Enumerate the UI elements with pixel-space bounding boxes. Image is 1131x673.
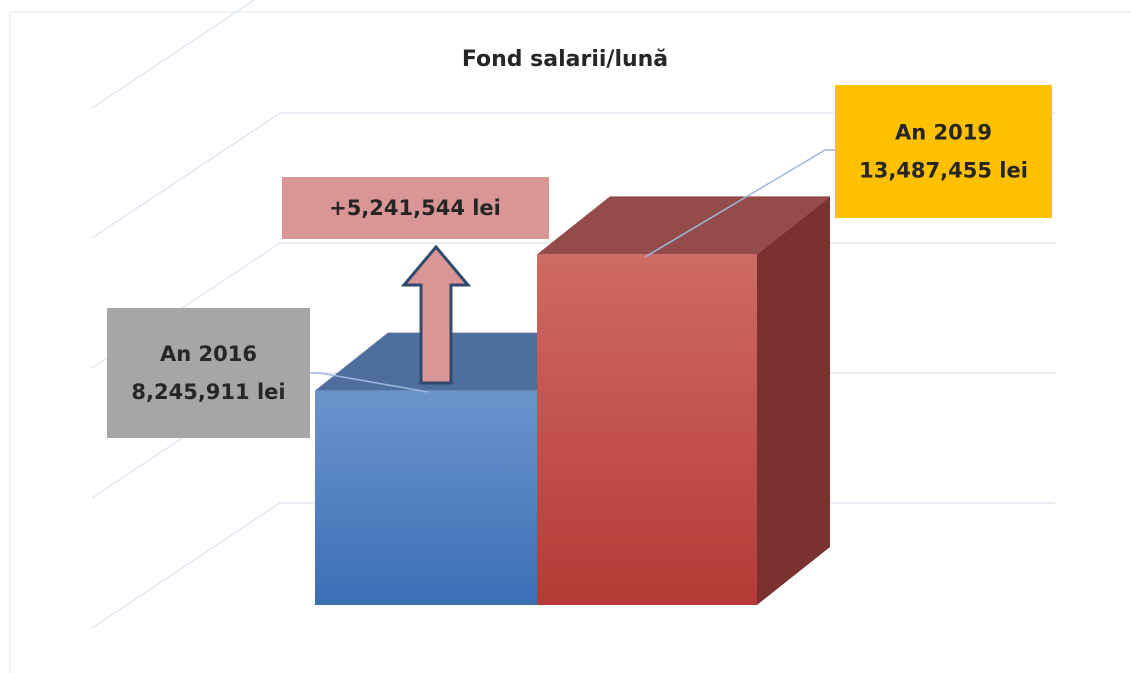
bar-top	[537, 196, 830, 255]
leader-line	[310, 372, 429, 393]
bar-side	[757, 196, 830, 605]
data-label-category: An 2016	[160, 342, 257, 366]
annotation-box	[282, 177, 549, 239]
data-label: 8,245,911 lei	[131, 380, 285, 404]
bar-top	[315, 332, 610, 391]
data-label-category: An 2019	[895, 121, 992, 145]
grid-line	[91, 112, 1055, 239]
data-label: 13,487,455 lei	[859, 159, 1028, 183]
leader-line	[644, 149, 835, 258]
grid-line	[91, 0, 256, 109]
bar	[315, 390, 537, 605]
bar	[537, 254, 757, 605]
annotation: +5,241,544 lei	[329, 196, 501, 220]
chart-title: Fond salarii/lună	[462, 47, 668, 72]
data-label-box	[107, 308, 310, 438]
data-label-box	[835, 85, 1052, 218]
arrow	[400, 244, 472, 385]
